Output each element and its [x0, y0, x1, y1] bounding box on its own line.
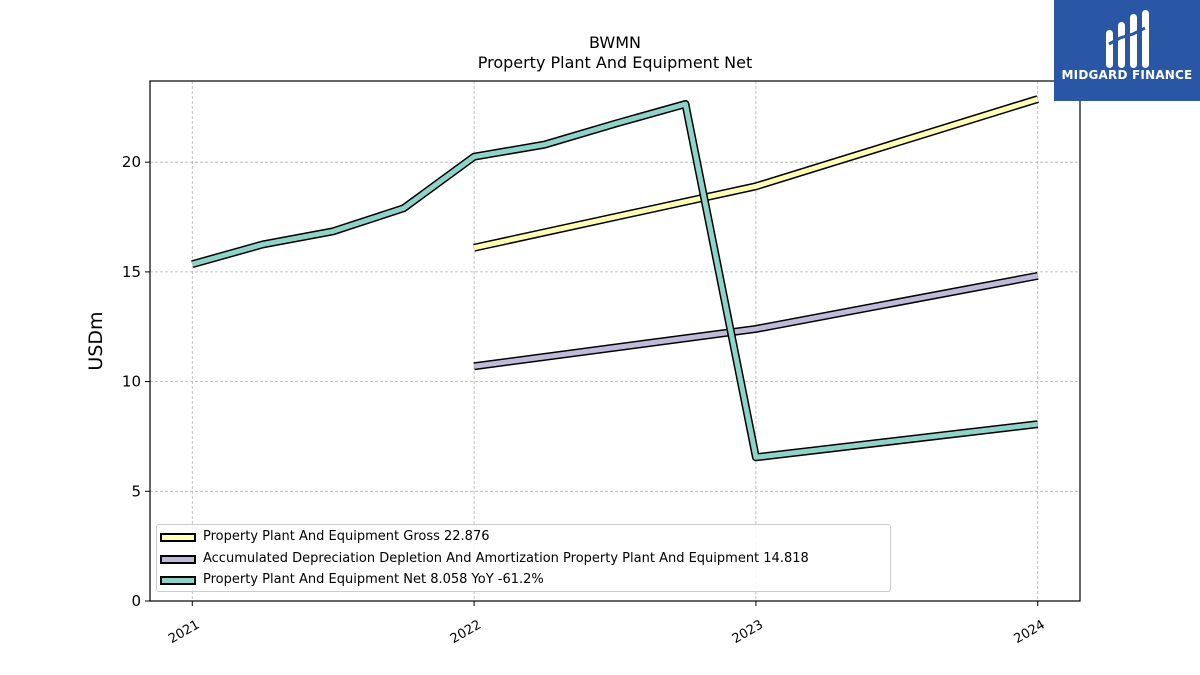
- x-tick-label: 2022: [448, 617, 484, 647]
- series-line-2: [191, 101, 1039, 460]
- legend-swatch-net: [160, 576, 196, 585]
- y-tick-label: 5: [131, 482, 141, 500]
- legend-label-depreciation: Accumulated Depreciation Depletion And A…: [203, 551, 809, 566]
- plot-frame: [149, 80, 1081, 602]
- logo-text: MIDGARD FINANCE: [1061, 68, 1193, 82]
- chart-subtitle: Property Plant And Equipment Net: [477, 53, 753, 72]
- logo-mark-icon: [1106, 10, 1149, 68]
- y-tick-label: 15: [122, 263, 141, 281]
- legend-label-gross: Property Plant And Equipment Gross 22.87…: [203, 529, 490, 544]
- y-axis-label: USDm: [85, 311, 107, 370]
- y-tick-label: 20: [122, 153, 141, 171]
- legend-swatch-depreciation: [160, 555, 196, 564]
- y-tick-label: 0: [131, 592, 141, 610]
- legend-swatch-gross: [160, 533, 196, 542]
- x-tick-label: 2021: [166, 617, 202, 647]
- y-tick-label: 10: [122, 373, 141, 391]
- midgard-finance-logo: MIDGARD FINANCE: [1054, 0, 1200, 101]
- x-tick-label: 2024: [1012, 617, 1048, 647]
- series-outline-2: [191, 100, 1039, 462]
- x-tick-label: 2023: [730, 617, 766, 647]
- chart-title: BWMN: [589, 33, 641, 52]
- legend-label-net: Property Plant And Equipment Net 8.058 Y…: [203, 572, 544, 587]
- chart-legend: Property Plant And Equipment Gross 22.87…: [156, 524, 891, 592]
